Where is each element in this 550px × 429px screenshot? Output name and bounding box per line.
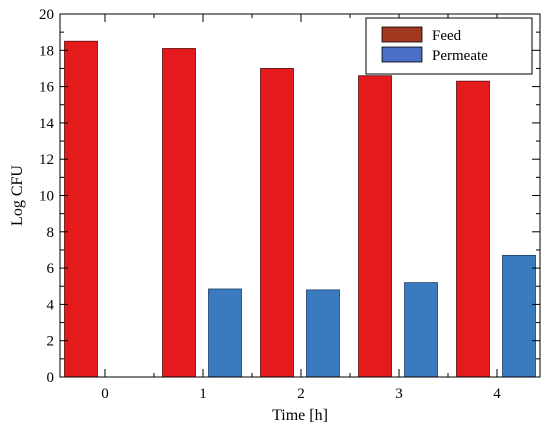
y-tick-label: 12 <box>39 152 54 168</box>
bar-permeate-2 <box>306 289 340 378</box>
x-tick-label-4: 4 <box>493 386 501 402</box>
x-tick-label-3: 3 <box>395 386 403 402</box>
y-tick-label: 4 <box>47 297 55 313</box>
legend-swatch-feed <box>381 26 423 43</box>
bar-feed-3 <box>358 75 392 378</box>
y-tick-label: 16 <box>39 80 55 96</box>
y-tick-label: 6 <box>47 261 55 277</box>
bar-permeate-1 <box>208 288 242 378</box>
y-tick-label: 8 <box>47 225 55 241</box>
bar-feed-1 <box>162 48 196 378</box>
y-axis-title: Log CFU <box>9 165 26 226</box>
bars-layer <box>64 40 536 378</box>
y-tick-label: 18 <box>39 43 54 59</box>
x-tick-label-1: 1 <box>199 386 207 402</box>
legend-label-feed: Feed <box>432 28 462 44</box>
x-tick-label-0: 0 <box>101 386 109 402</box>
y-tick-label: 10 <box>39 189 54 205</box>
legend-label-permeate: Permeate <box>432 48 488 64</box>
bar-permeate-3 <box>404 282 438 378</box>
y-tick-label: 20 <box>39 7 54 23</box>
y-tick-label: 14 <box>39 116 55 132</box>
legend: Feed Permeate <box>365 17 533 75</box>
bar-feed-0 <box>64 40 98 378</box>
x-axis-title: Time [h] <box>272 407 328 424</box>
y-tick-label: 2 <box>47 334 55 350</box>
legend-swatch-permeate <box>381 46 423 63</box>
x-tick-label-2: 2 <box>297 386 305 402</box>
bar-feed-4 <box>456 80 490 378</box>
bar-permeate-4 <box>502 254 536 378</box>
bar-feed-2 <box>260 68 294 378</box>
legend-box <box>365 17 533 75</box>
y-tick-label: 0 <box>47 370 55 386</box>
ticks-layer <box>60 13 540 378</box>
